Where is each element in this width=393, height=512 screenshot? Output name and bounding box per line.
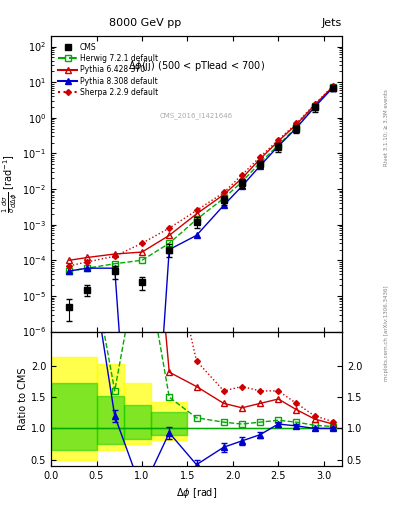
- Bar: [124, 383, 151, 443]
- Legend: CMS, Herwig 7.2.1 default, Pythia 6.428 370, Pythia 8.308 default, Sherpa 2.2.9 : CMS, Herwig 7.2.1 default, Pythia 6.428 …: [55, 39, 162, 100]
- Bar: [151, 402, 187, 440]
- Bar: [51, 357, 97, 460]
- Bar: [151, 412, 187, 435]
- Bar: [124, 405, 151, 439]
- Text: mcplots.cern.ch [arXiv:1306.3436]: mcplots.cern.ch [arXiv:1306.3436]: [384, 285, 389, 380]
- Text: Jets: Jets: [321, 18, 342, 28]
- Bar: [97, 364, 124, 450]
- Bar: [51, 383, 97, 450]
- Text: $\Delta\phi$(jj) (500 < pTlead < 700): $\Delta\phi$(jj) (500 < pTlead < 700): [128, 59, 265, 74]
- Text: Rivet 3.1.10; ≥ 3.3M events: Rivet 3.1.10; ≥ 3.3M events: [384, 90, 389, 166]
- X-axis label: $\Delta\phi$ [rad]: $\Delta\phi$ [rad]: [176, 486, 217, 500]
- Bar: [97, 396, 124, 443]
- Y-axis label: $\frac{1}{\sigma}\frac{d\sigma}{d\Delta\phi}$ [rad$^{-1}$]: $\frac{1}{\sigma}\frac{d\sigma}{d\Delta\…: [0, 154, 19, 213]
- Text: 8000 GeV pp: 8000 GeV pp: [109, 18, 182, 28]
- Y-axis label: Ratio to CMS: Ratio to CMS: [18, 368, 28, 430]
- Text: CMS_2016_I1421646: CMS_2016_I1421646: [160, 112, 233, 119]
